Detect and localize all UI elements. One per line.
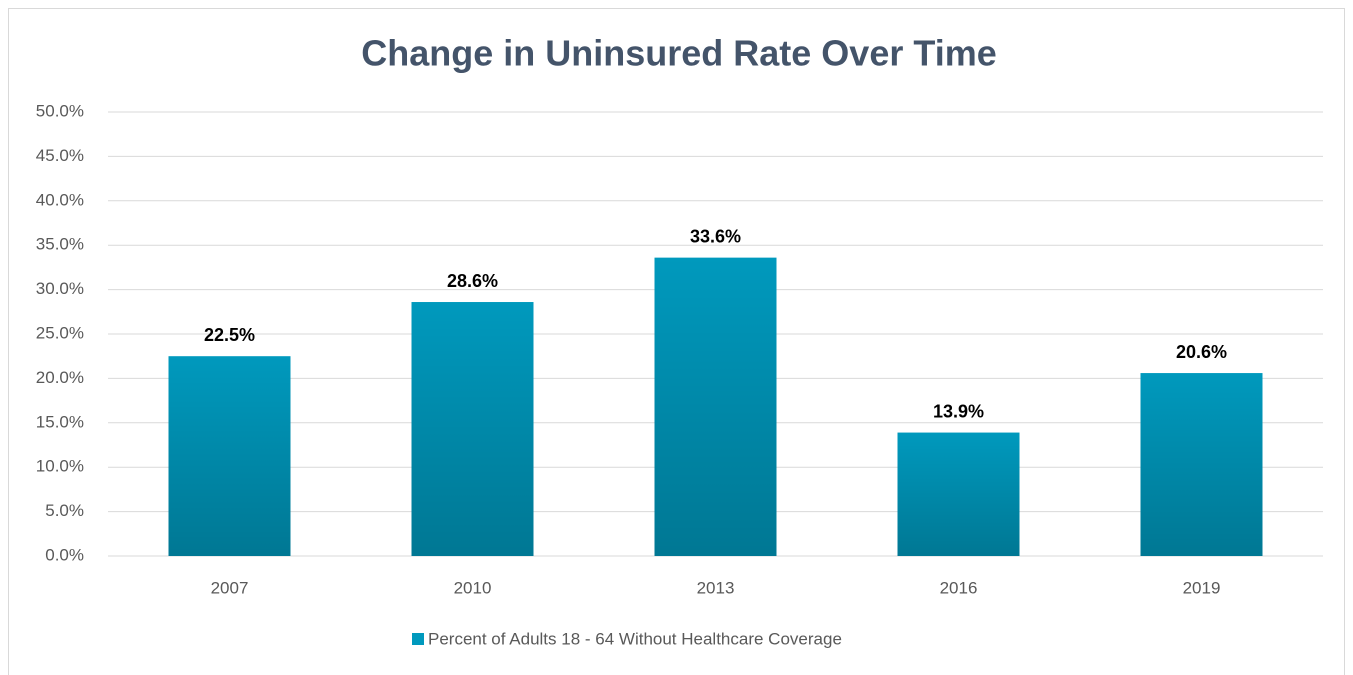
y-tick-label: 0.0% <box>45 545 84 564</box>
bar-shade <box>411 302 534 556</box>
chart-title: Change in Uninsured Rate Over Time <box>361 33 996 74</box>
y-tick-label: 10.0% <box>36 457 84 476</box>
data-label: 13.9% <box>933 401 984 421</box>
data-label: 22.5% <box>204 325 255 345</box>
x-tick-label: 2019 <box>1183 578 1221 597</box>
bar-shade <box>1140 373 1263 556</box>
y-tick-label: 30.0% <box>36 279 84 298</box>
legend-swatch <box>412 633 424 645</box>
data-label: 20.6% <box>1176 342 1227 362</box>
chart-border <box>8 8 1345 675</box>
y-tick-label: 40.0% <box>36 190 84 209</box>
y-tick-label: 20.0% <box>36 368 84 387</box>
y-tick-label: 50.0% <box>36 101 84 120</box>
x-tick-label: 2016 <box>940 578 978 597</box>
legend-label: Percent of Adults 18 - 64 Without Health… <box>428 629 842 648</box>
x-tick-label: 2010 <box>454 578 492 597</box>
y-tick-label: 25.0% <box>36 323 84 342</box>
data-label: 28.6% <box>447 271 498 291</box>
bar-shade <box>654 257 777 556</box>
bar-shade <box>168 356 291 556</box>
y-tick-label: 5.0% <box>45 501 84 520</box>
bar-shade <box>897 432 1020 556</box>
y-tick-label: 45.0% <box>36 146 84 165</box>
x-tick-label: 2007 <box>211 578 249 597</box>
data-label: 33.6% <box>690 226 741 246</box>
x-tick-label: 2013 <box>697 578 735 597</box>
y-tick-label: 35.0% <box>36 235 84 254</box>
y-tick-label: 15.0% <box>36 412 84 431</box>
